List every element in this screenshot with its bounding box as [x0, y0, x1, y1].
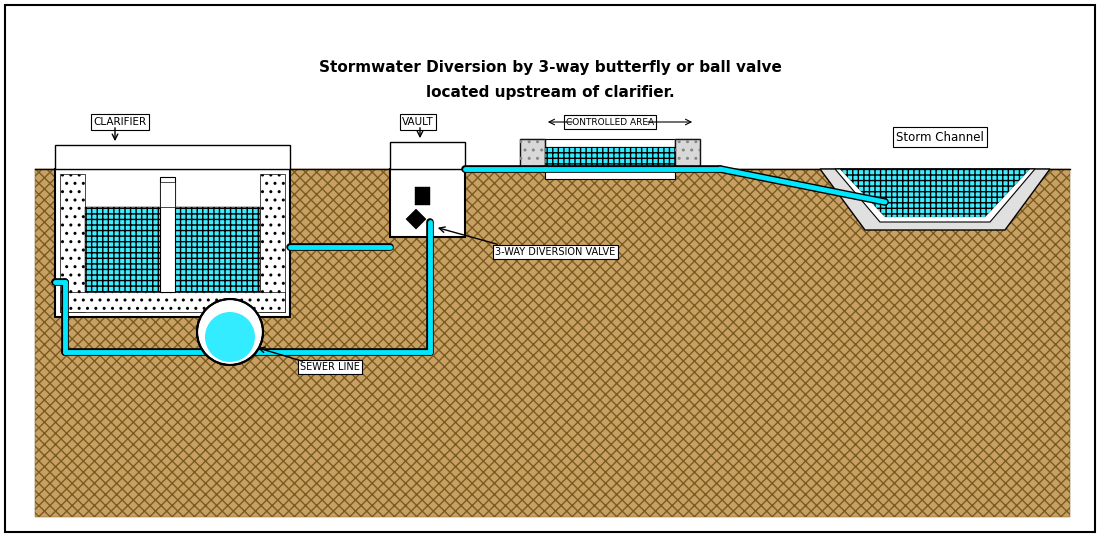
Bar — [544, 139, 675, 179]
Text: located upstream of clarifier.: located upstream of clarifier. — [426, 84, 674, 99]
Bar — [675, 139, 700, 169]
Polygon shape — [840, 169, 1030, 217]
Text: CLARIFIER: CLARIFIER — [94, 117, 146, 127]
Bar — [390, 142, 465, 169]
Bar — [60, 174, 85, 312]
Polygon shape — [835, 169, 1035, 222]
Bar — [390, 169, 465, 237]
Polygon shape — [35, 169, 1070, 517]
Text: 3-WAY DIVERSION VALVE: 3-WAY DIVERSION VALVE — [495, 247, 615, 257]
Bar — [544, 147, 675, 169]
Bar — [520, 139, 544, 169]
Text: Stormwater Diversion by 3-way butterfly or ball valve: Stormwater Diversion by 3-way butterfly … — [319, 60, 781, 75]
Bar — [85, 207, 260, 292]
Bar — [85, 207, 260, 292]
Bar — [160, 177, 175, 292]
Bar — [55, 145, 290, 169]
Bar — [55, 169, 290, 317]
Bar — [260, 174, 285, 312]
Circle shape — [205, 312, 255, 362]
Polygon shape — [820, 169, 1050, 230]
Bar — [406, 209, 426, 229]
Bar — [160, 182, 175, 207]
Text: VAULT: VAULT — [403, 117, 433, 127]
Text: SEWER LINE: SEWER LINE — [300, 362, 360, 372]
Text: CONTROLLED AREA: CONTROLLED AREA — [565, 118, 654, 127]
Text: Storm Channel: Storm Channel — [896, 130, 983, 143]
Bar — [520, 139, 544, 169]
Bar — [60, 292, 285, 312]
Bar — [675, 139, 700, 169]
Circle shape — [197, 299, 263, 365]
Bar — [544, 147, 675, 169]
Bar — [415, 187, 430, 205]
